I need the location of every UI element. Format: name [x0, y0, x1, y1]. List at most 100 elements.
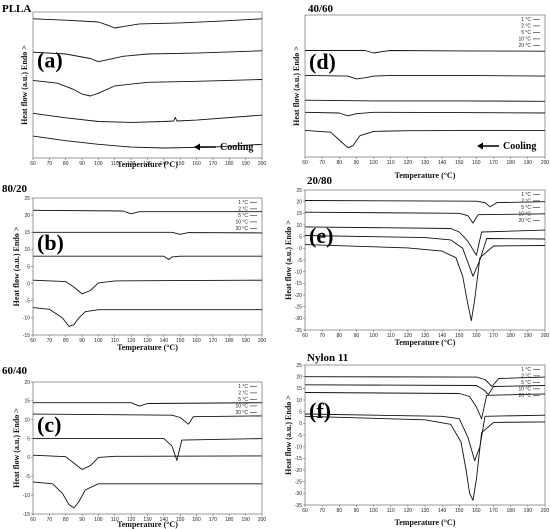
y-tick-label: 20 — [24, 213, 30, 219]
x-tick-label: 130 — [421, 160, 430, 166]
x-tick-label: 200 — [541, 160, 550, 166]
x-tick-label: 130 — [143, 517, 152, 523]
x-tick-label: 90 — [354, 333, 360, 339]
y-tick-label: -5 — [298, 433, 303, 439]
series-line-3 — [32, 79, 263, 97]
legend-entry: 10 °C — [235, 220, 248, 226]
x-tick-label: 150 — [455, 333, 464, 339]
legend-entry: 5 °C — [238, 397, 248, 403]
panel-tag: (c) — [37, 412, 61, 437]
series-line-2 — [33, 231, 263, 235]
y-tick-label: -35 — [295, 328, 302, 334]
y-tick-label: 20 — [296, 374, 302, 380]
x-tick-label: 90 — [79, 338, 85, 344]
series-line-1 — [32, 209, 262, 215]
x-tick-label: 140 — [438, 160, 447, 166]
x-tick-label: 110 — [387, 160, 395, 166]
x-tick-label: 180 — [507, 508, 516, 514]
y-tick-label: 20 — [296, 199, 302, 205]
x-tick-label: 130 — [143, 161, 152, 167]
cooling-arrow-icon — [194, 143, 200, 151]
y-tick-label: 10 — [296, 398, 302, 404]
x-axis-label: Temperature (°C) — [117, 343, 178, 352]
x-tick-label: 100 — [369, 333, 378, 339]
y-tick-label: -15 — [295, 281, 302, 287]
series-line-1 — [305, 50, 546, 54]
y-tick-label: -10 — [23, 316, 30, 322]
panel-tag: (d) — [309, 49, 336, 74]
panel-b: 60 70 80 90 100 110 120 130 140 150 160 170 180 190 20… — [2, 183, 266, 352]
panel-title: PLLA — [2, 3, 31, 15]
series-line-4 — [304, 111, 546, 117]
plot-frame — [32, 381, 263, 515]
legend-entry: 1 °C — [238, 200, 248, 206]
series-line-5 — [32, 307, 262, 327]
y-tick-label: 15 — [296, 211, 302, 217]
series-line-2 — [304, 211, 546, 224]
series-line-1 — [304, 200, 546, 208]
panel-a: 60 70 80 90 100 110 120 130 140 150 160 170 180 190 20… — [2, 3, 266, 169]
x-tick-label: 180 — [225, 517, 234, 523]
x-tick-label: 170 — [489, 160, 498, 166]
legend: 1 °C2 °C5 °C10 °C20 °C — [235, 200, 257, 232]
x-tick-label: 140 — [438, 333, 447, 339]
legend-entry: 2 °C — [521, 24, 531, 30]
y-tick-label: 10 — [24, 247, 30, 253]
x-tick-label: 100 — [369, 508, 378, 514]
series-line-3 — [304, 99, 546, 102]
y-tick-label: 25 — [296, 188, 302, 194]
x-tick-label: 120 — [127, 517, 136, 523]
legend: 1 °C2 °C5 °C10 °C20 °C — [518, 192, 540, 224]
legend-entry: 10 °C — [518, 37, 531, 43]
y-tick-label: 15 — [24, 399, 30, 405]
cooling-note: Cooling — [503, 141, 536, 152]
x-tick-label: 170 — [209, 517, 218, 523]
x-tick-label: 110 — [111, 161, 119, 167]
plot-frame — [304, 189, 546, 331]
x-tick-label: 60 — [30, 161, 36, 167]
x-tick-label: 140 — [160, 338, 169, 344]
y-tick-label: -5 — [298, 258, 303, 264]
y-axis-label: Heat flow (a.u.) Endo > — [284, 220, 293, 300]
series-line-5 — [32, 481, 262, 509]
y-tick-label: -30 — [295, 491, 302, 497]
x-tick-label: 60 — [302, 508, 308, 514]
legend-entry: 20 °C — [518, 43, 531, 49]
y-tick-label: -25 — [295, 479, 302, 485]
series-line-5 — [304, 415, 546, 501]
x-tick-label: 200 — [541, 333, 550, 339]
cooling-note: Cooling — [220, 142, 253, 153]
y-tick-label: -35 — [295, 503, 302, 509]
y-tick-label: 0 — [299, 246, 302, 252]
series-line-3 — [304, 392, 546, 420]
x-tick-label: 120 — [127, 338, 136, 344]
panel-tag: (b) — [37, 230, 64, 255]
series-line-5 — [304, 244, 546, 322]
x-tick-label: 180 — [225, 161, 234, 167]
y-tick-label: -10 — [23, 493, 30, 499]
x-tick-label: 90 — [79, 161, 85, 167]
x-tick-label: 80 — [63, 517, 69, 523]
series-line-1 — [33, 402, 263, 407]
y-axis-label: Heat flow (a.u.) Endo > — [20, 45, 29, 125]
panel-title: Nylon 11 — [307, 352, 348, 364]
series-line-4 — [32, 279, 263, 295]
legend-entry: 2 °C — [521, 199, 531, 205]
series-line-4 — [304, 413, 546, 462]
x-tick-label: 190 — [241, 338, 250, 344]
x-tick-label: 70 — [319, 508, 325, 514]
y-axis-label: Heat flow (a.u.) Endo > — [12, 226, 21, 306]
x-tick-label: 150 — [455, 160, 464, 166]
panel-tag: (a) — [37, 47, 63, 72]
series-line-2 — [32, 413, 263, 425]
x-tick-label: 160 — [192, 161, 201, 167]
x-tick-label: 140 — [438, 508, 447, 514]
panel-tag: (f) — [309, 398, 331, 423]
x-tick-label: 140 — [160, 517, 169, 523]
x-tick-label: 110 — [387, 508, 395, 514]
panel-c: 60 70 80 90 100 110 120 130 140 150 160 170 180 190 20… — [2, 365, 266, 529]
x-tick-label: 150 — [176, 338, 185, 344]
y-tick-label: 20 — [24, 380, 30, 386]
x-tick-label: 110 — [387, 333, 395, 339]
x-tick-label: 70 — [47, 338, 53, 344]
